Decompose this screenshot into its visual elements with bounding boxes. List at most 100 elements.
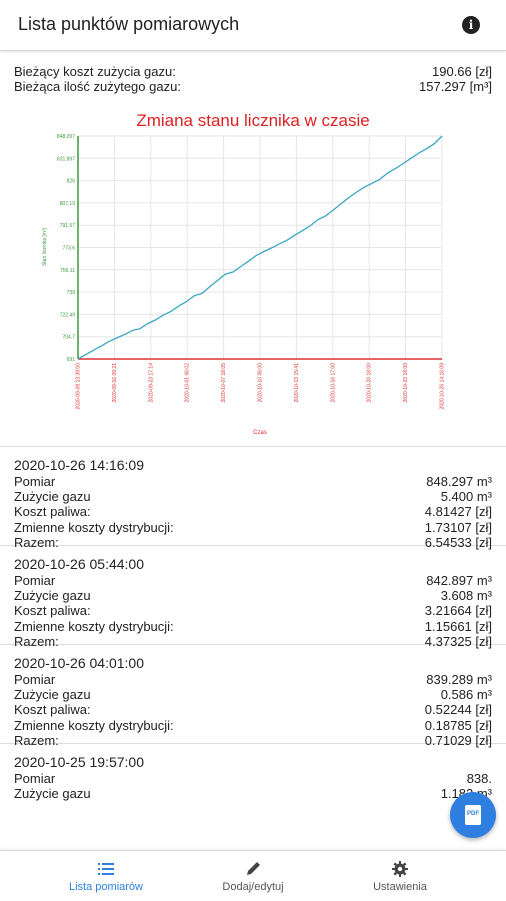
list-item[interactable]: 2020-10-26 04:01:00 Pomiar 839.289 m³ Zużyc… [0,644,506,748]
entry-value: 5.400 m³ [440,489,492,505]
summary-usage-label: Bieżąca ilość zużytego gazu: [14,79,181,94]
entry-row: Pomiar 838. [14,771,492,786]
nav-label-list: Lista pomiarów [69,881,143,893]
y-tick-label: 848.297 [57,134,75,140]
summary-cost-value: 190.66 [zł] [432,64,492,79]
entry-row: Zużycie gazu 1.182 m³ [14,786,492,801]
info-icon[interactable]: i [462,16,480,34]
y-tick-label: 831.897 [57,156,75,162]
entry-label: Razem: [14,534,59,550]
y-tick-label: 826 [67,179,76,185]
y-tick-label: 739 [67,290,76,296]
series-line [77,135,443,360]
entry-row: Koszt paliwa: 4.81427 [zł] [14,504,492,519]
y-tick-label: 691 [67,357,76,363]
nav-label-edit: Dodaj/edytuj [222,881,284,893]
entry-timestamp: 2020-10-26 04:01:00 [14,655,144,671]
entry-row: Pomiar 848.297 m³ [14,474,492,489]
entry-label: Pomiar [14,672,56,687]
pencil-icon [247,862,260,875]
app-bar: Lista punktów pomiarowych i [0,0,506,51]
entry-value: 4.37325 [zł] [424,633,492,649]
entry-label: Zużycie gazu [14,687,91,703]
list-icon [98,863,114,875]
entry-value: 3.21664 [zł] [424,603,492,619]
entry-label: Razem: [14,732,59,748]
entry-value: 838. [466,771,492,786]
entry-label: Razem: [14,633,59,649]
entry-row: Zmienne koszty dystrybucji: 1.73107 [zł] [14,520,492,535]
entry-row: Razem: 0.71029 [zł] [14,733,492,748]
x-tick-label: 2020-09-23 17:14 [148,363,154,403]
summary-cost-label: Bieżący koszt zużycia gazu: [14,64,176,79]
nav-item-list[interactable]: Lista pomiarów [22,851,190,901]
entry-label: Zużycie gazu [14,786,91,802]
entry-label: Zmienne koszty dystrybucji: [14,717,174,733]
entry-value: 0.52244 [zł] [424,702,492,718]
entry-label: Zmienne koszty dystrybucji: [14,519,174,535]
entry-row: Pomiar 839.289 m³ [14,672,492,687]
entry-value: 3.608 m³ [440,588,492,604]
list-item[interactable]: 2020-10-26 05:44:00 Pomiar 842.897 m³ Zużyc… [0,545,506,649]
entry-row: Zużycie gazu 3.608 m³ [14,588,492,603]
entry-label: Pomiar [14,474,56,489]
x-tick-label: 2020-10-16 17:00 [330,363,336,403]
entry-row: Koszt paliwa: 3.21664 [zł] [14,603,492,618]
entry-value: 4.81427 [zł] [424,504,492,520]
entry-label: Koszt paliwa: [14,504,91,520]
entry-timestamp: 2020-10-26 14:16:09 [14,457,144,473]
entry-row: Zmienne koszty dystrybucji: 1.15661 [zł] [14,619,492,634]
y-tick-label: 722.49 [60,312,76,318]
entry-label: Zużycie gazu [14,588,91,604]
x-axis-label: Czas [253,430,267,436]
x-tick-label: 2020-10-26 14:16:09 [440,363,446,410]
entry-value: 839.289 m³ [426,672,492,687]
x-tick-label: 2020-10-20 18:00 [367,363,373,403]
summary-cost-row: Bieżący koszt zużycia gazu: 190.66 [zł] [14,64,492,79]
entry-value: 0.586 m³ [440,687,492,703]
chart-title: Zmiana stanu licznika w czasie [136,111,369,130]
entry-row: Zużycie gazu 0.586 m³ [14,687,492,702]
entry-value: 1.73107 [zł] [424,519,492,535]
pdf-icon-label: PDF [467,811,479,817]
x-tick-label: 2020-09-16 09:21 [112,363,118,403]
entry-row: Pomiar 842.897 m³ [14,573,492,588]
entry-row: Zużycie gazu 5.400 m³ [14,489,492,504]
x-tick-label: 2020-10-23 18:00 [403,363,409,403]
y-tick-label: 704.7 [62,335,75,341]
list-item[interactable]: 2020-10-26 14:16:09 Pomiar 848.297 m³ Zużyc… [0,446,506,550]
list-item[interactable]: 2020-10-25 19:57:00 Pomiar 838. Zużycie gaz… [0,743,506,842]
y-tick-label: 756.11 [60,268,75,274]
entry-timestamp: 2020-10-25 19:57:00 [14,754,144,770]
pdf-icon: PDF [465,805,481,825]
pdf-export-button[interactable]: PDF [450,792,496,838]
x-tick-label: 2020-10-10 06:00 [258,363,264,403]
entry-value: 842.897 m³ [426,573,492,588]
summary: Bieżący koszt zużycia gazu: 190.66 [zł] … [14,64,492,94]
x-tick-label: 2020-10-01 06:02 [185,363,191,403]
entry-value: 0.71029 [zł] [424,732,492,748]
entry-label: Koszt paliwa: [14,603,91,619]
summary-usage-row: Bieżąca ilość zużytego gazu: 157.297 [m³… [14,79,492,94]
entry-timestamp: 2020-10-26 05:44:00 [14,556,144,572]
entry-value: 0.18785 [zł] [424,717,492,733]
entry-label: Koszt paliwa: [14,702,91,718]
entry-label: Zużycie gazu [14,489,91,505]
nav-label-settings: Ustawienia [373,881,427,893]
y-tick-label: 807.19 [60,201,76,207]
entry-row: Razem: 6.54533 [zł] [14,535,492,550]
y-tick-label: 773.6 [62,246,75,252]
entry-row: Koszt paliwa: 0.52244 [zł] [14,702,492,717]
summary-usage-value: 157.297 [m³] [419,79,492,94]
nav-item-settings[interactable]: Ustawienia [316,851,484,901]
entry-row: Zmienne koszty dystrybucji: 0.18785 [zł] [14,718,492,733]
bottom-nav: Lista pomiarów Dodaj/edytuj Ustawienia [0,850,506,901]
entry-value: 1.15661 [zł] [424,618,492,634]
gear-icon [392,861,408,877]
x-tick-label: 2020-09-09 13:39:00 [76,363,82,410]
entry-value: 848.297 m³ [426,474,492,489]
nav-item-edit[interactable]: Dodaj/edytuj [169,851,337,901]
entry-label: Pomiar [14,573,56,588]
meter-chart: Zmiana stanu licznika w czasie 691 704.7 72… [42,111,446,436]
measurement-list: 2020-10-26 14:16:09 Pomiar 848.297 m³ Zużyc… [0,446,506,842]
